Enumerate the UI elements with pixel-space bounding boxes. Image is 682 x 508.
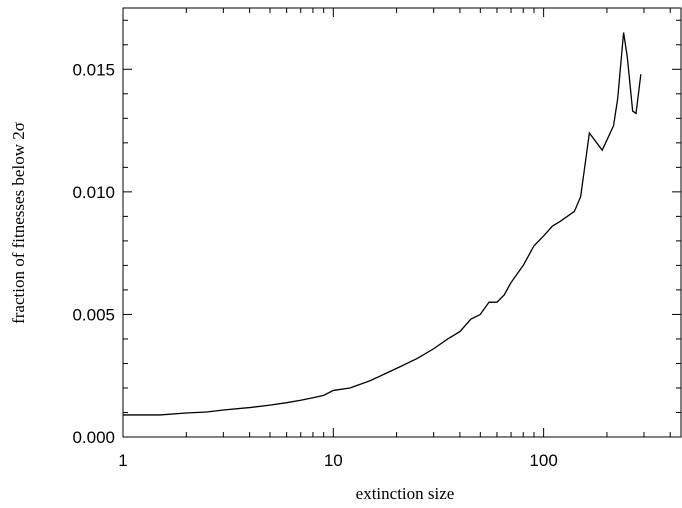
y-tick-label: 0.000 [72, 428, 115, 447]
y-tick-label: 0.015 [72, 60, 115, 79]
x-axis-ticks: 1 10 100 [118, 8, 671, 470]
y-tick-label: 0.005 [72, 305, 115, 324]
x-tick-label: 10 [324, 451, 343, 470]
x-tick-label: 100 [529, 451, 557, 470]
y-axis-label: fraction of fitnesses below 2σ [9, 122, 28, 324]
series-line [123, 32, 642, 416]
plot-frame [122, 7, 682, 438]
y-axis-ticks: 0.000 0.005 0.010 0.015 [72, 19, 681, 447]
y-tick-label: 0.010 [72, 183, 115, 202]
x-axis-label: extinction size [356, 484, 455, 503]
x-tick-label: 1 [118, 451, 127, 470]
